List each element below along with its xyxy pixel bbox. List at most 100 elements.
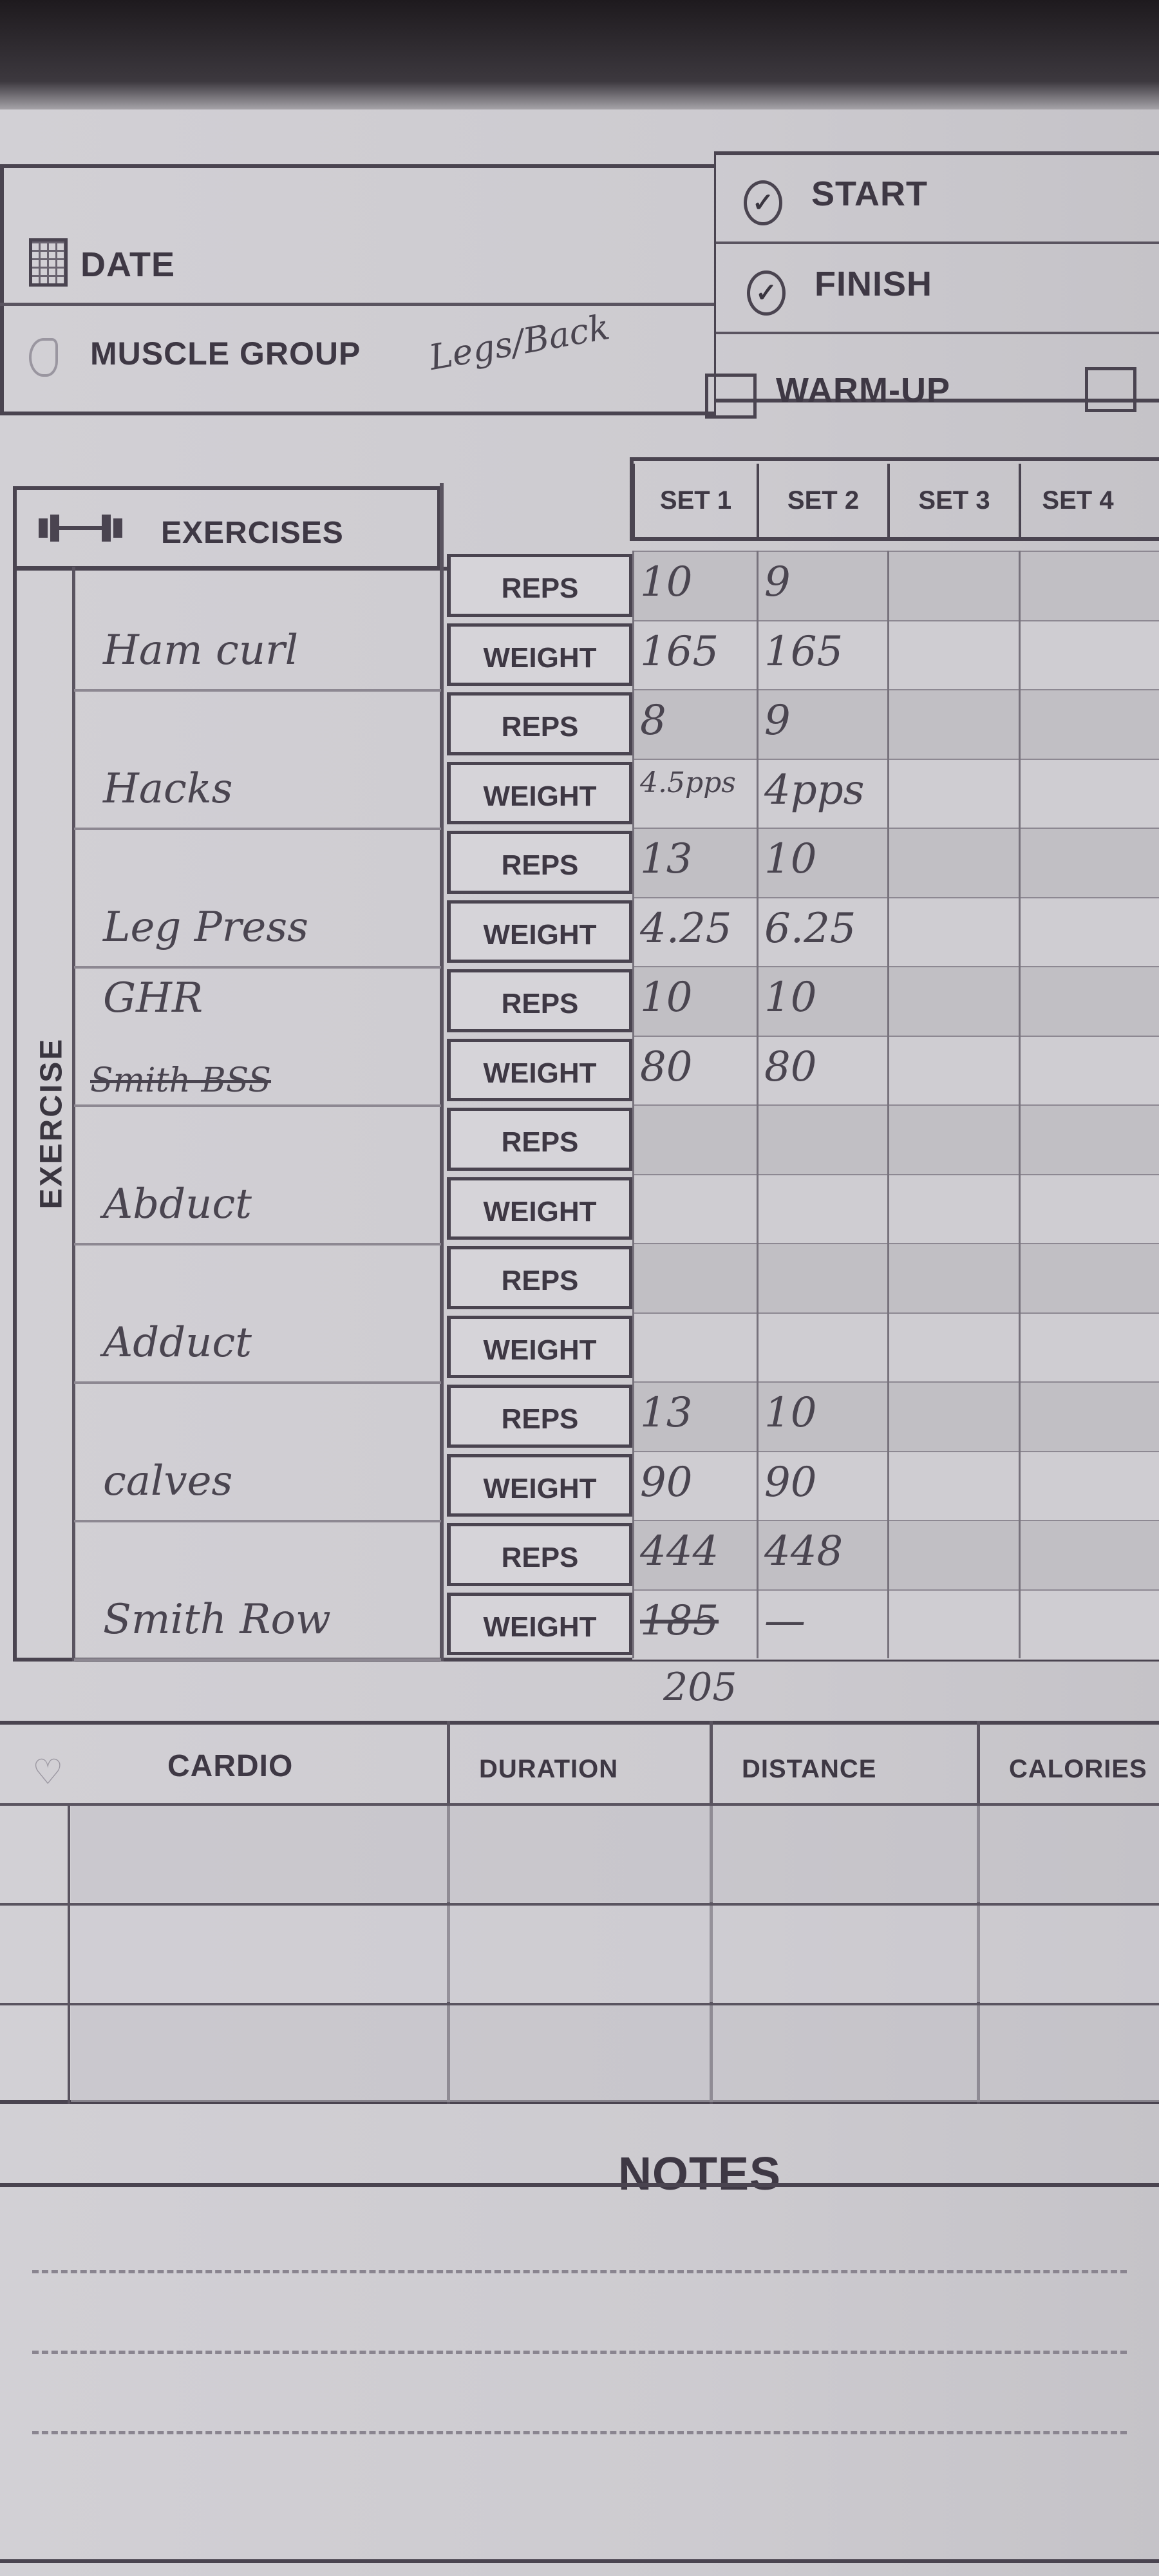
weight-value[interactable]: — [764,1596,806,1645]
set-cell[interactable] [757,966,887,1036]
exercise-name[interactable]: GHR [103,974,203,1022]
reps-value[interactable]: 10 [764,835,817,883]
set-cell[interactable] [632,1104,757,1174]
reps-value[interactable]: 448 [764,1528,843,1575]
reps-value[interactable]: 9 [764,558,791,606]
set-cell[interactable] [632,1173,757,1243]
set-cell[interactable] [887,1450,1019,1520]
set-cell[interactable] [1019,896,1135,966]
set-cell[interactable] [1019,1243,1135,1312]
set-cell[interactable] [632,1520,757,1589]
set-cell[interactable] [1019,620,1135,689]
exercise-name[interactable]: Abduct [103,1180,252,1228]
weight-value[interactable]: 80 [764,1043,817,1091]
set-cell[interactable] [632,1381,757,1451]
set-cell[interactable] [1019,1589,1135,1658]
set-cell[interactable] [632,689,757,759]
set-cell[interactable] [632,896,757,966]
set-cell[interactable] [632,758,757,828]
date-field[interactable] [193,232,695,296]
cardio-row[interactable] [71,1806,1159,1902]
weight-value[interactable]: 90 [764,1458,817,1506]
set-cell[interactable] [632,828,757,897]
set-cell[interactable] [887,896,1019,966]
reps-value[interactable]: 10 [640,974,693,1021]
reps-value[interactable]: 10 [764,1389,817,1437]
set-cell[interactable] [632,551,757,620]
set-cell[interactable] [887,1243,1019,1312]
set-cell[interactable] [887,758,1019,828]
checkbox[interactable] [1085,367,1136,412]
weight-value[interactable]: 4.5pps [640,766,736,799]
reps-value[interactable]: 13 [640,835,693,883]
weight-value[interactable]: 6.25 [764,904,856,952]
warmup-checkbox[interactable] [705,374,757,419]
notes-box[interactable] [0,2183,1159,2563]
set-cell[interactable] [757,1381,887,1451]
reps-value[interactable]: 8 [640,697,666,744]
exercise-name[interactable]: Leg Press [103,903,308,951]
set-cell[interactable] [632,1450,757,1520]
set-cell[interactable] [757,1520,887,1589]
set-cell[interactable] [887,966,1019,1036]
set-cell[interactable] [1019,551,1135,620]
set-cell[interactable] [632,620,757,689]
set-cell[interactable] [757,551,887,620]
set-cell[interactable] [632,1035,757,1104]
set-cell[interactable] [887,1520,1019,1589]
reps-value[interactable]: 444 [640,1528,719,1575]
set-cell[interactable] [1019,1450,1135,1520]
weight-value[interactable]: 4.25 [640,904,732,952]
weight-value[interactable]: 4pps [764,766,865,814]
weight-value[interactable]: 165 [764,627,843,676]
exercise-name[interactable]: Smith Row [103,1595,331,1643]
reps-value[interactable]: 10 [640,558,693,606]
set-cell[interactable] [1019,1381,1135,1451]
reps-value[interactable]: 10 [764,974,817,1021]
set-cell[interactable] [1019,689,1135,759]
set-cell[interactable] [757,689,887,759]
set-cell[interactable] [757,896,887,966]
cardio-row[interactable] [71,2005,1159,2102]
set-cell[interactable] [887,620,1019,689]
set-cell[interactable] [757,1104,887,1174]
exercise-name[interactable]: Hacks [103,764,233,813]
set-cell[interactable] [1019,1104,1135,1174]
weight-value[interactable]: 165 [640,627,719,676]
set-cell[interactable] [887,551,1019,620]
set-cell[interactable] [1019,828,1135,897]
set-cell[interactable] [887,689,1019,759]
reps-value[interactable]: 13 [640,1389,693,1437]
set-cell[interactable] [632,1589,757,1658]
set-cell[interactable] [632,1312,757,1381]
set-cell[interactable] [757,1589,887,1658]
exercise-name[interactable]: Ham curl [103,626,299,674]
set-cell[interactable] [757,1450,887,1520]
set-cell[interactable] [757,1243,887,1312]
set-cell[interactable] [1019,1520,1135,1589]
set-cell[interactable] [1019,758,1135,828]
set-cell[interactable] [757,1312,887,1381]
exercise-name[interactable]: calves [103,1457,233,1505]
reps-value[interactable]: 9 [764,697,791,744]
set-cell[interactable] [1019,966,1135,1036]
set-cell[interactable] [887,1173,1019,1243]
weight-value[interactable]: 90 [640,1458,693,1506]
set-cell[interactable] [1019,1173,1135,1243]
set-cell[interactable] [887,1104,1019,1174]
exercise-name[interactable]: Adduct [103,1318,252,1367]
cardio-row[interactable] [71,1906,1159,2002]
set-cell[interactable] [757,620,887,689]
set-cell[interactable] [1019,1035,1135,1104]
weight-value[interactable]: 80 [640,1043,693,1091]
set-cell[interactable] [887,828,1019,897]
set-cell[interactable] [757,828,887,897]
set-cell[interactable] [887,1312,1019,1381]
set-cell[interactable] [887,1035,1019,1104]
set-cell[interactable] [632,1243,757,1312]
set-cell[interactable] [1019,1312,1135,1381]
weight-value[interactable]: 185 [640,1596,719,1645]
set-cell[interactable] [887,1589,1019,1658]
set-cell[interactable] [887,1381,1019,1451]
set-cell[interactable] [632,966,757,1036]
